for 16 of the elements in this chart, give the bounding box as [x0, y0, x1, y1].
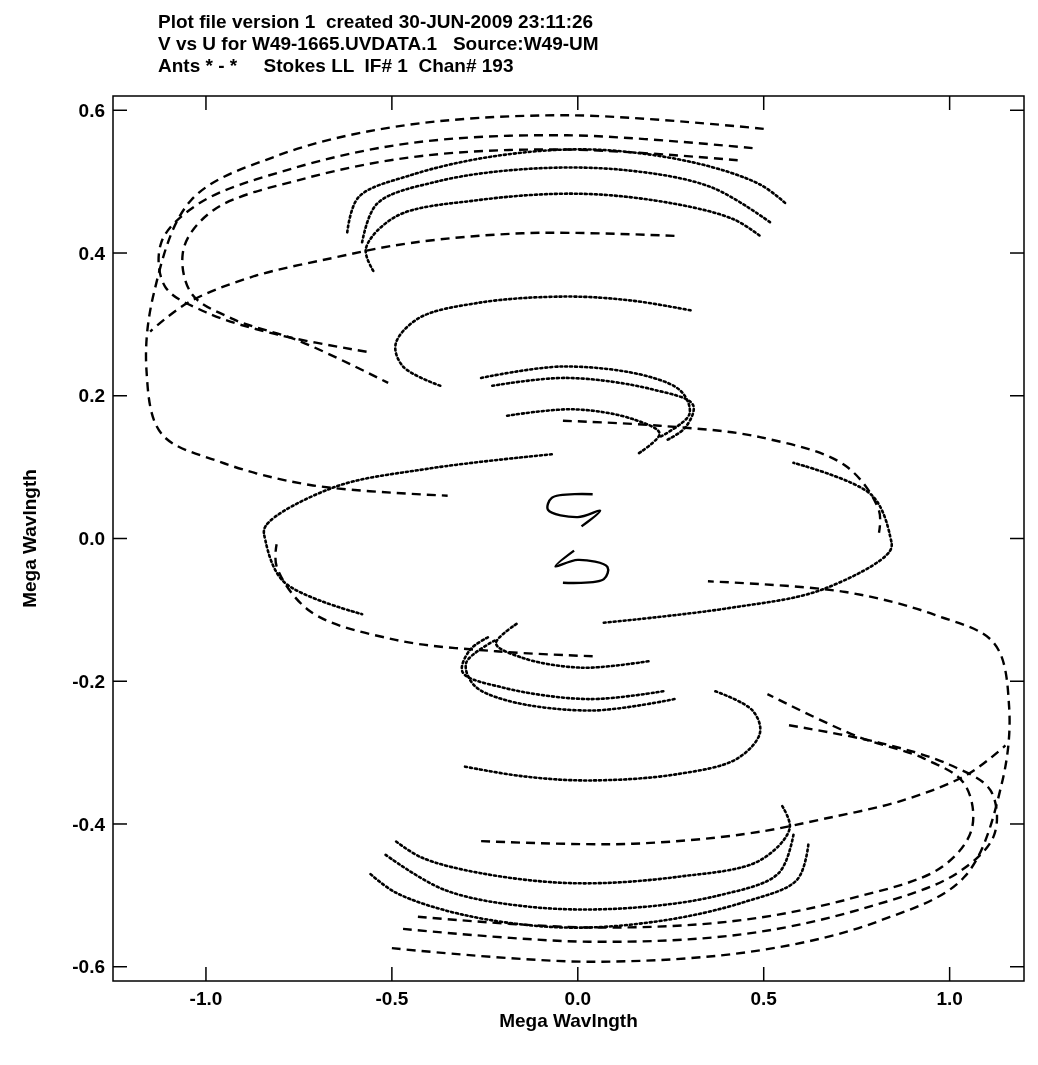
x-tick-label: 1.0 [936, 988, 963, 1009]
y-tick-label: 0.6 [78, 99, 105, 121]
chart-title: Plot file version 1 created 30-JUN-2009 23:11:26 [158, 11, 594, 32]
y-tick-label: -0.2 [72, 670, 105, 692]
y-tick-label: 0.4 [78, 242, 106, 264]
x-tick-label: 0.0 [564, 988, 592, 1009]
x-tick-label: -0.5 [375, 988, 409, 1009]
chart-subtitle: V vs U for W49-1665.UVDATA.1 Source:W49-UM Ants * - * Stokes LL IF# 1 Chan# 193 [158, 33, 599, 76]
x-tick-label: 0.5 [750, 988, 778, 1009]
x-axis-title: Mega Wavlngth [499, 1010, 638, 1031]
y-tick-label: 0.2 [78, 385, 105, 407]
y-tick-label: 0.0 [78, 528, 105, 550]
y-axis-title: Mega Wavlngth [19, 469, 40, 608]
y-tick-label: -0.4 [72, 813, 106, 835]
x-tick-label: -1.0 [189, 988, 223, 1009]
y-tick-label: -0.6 [72, 956, 105, 978]
